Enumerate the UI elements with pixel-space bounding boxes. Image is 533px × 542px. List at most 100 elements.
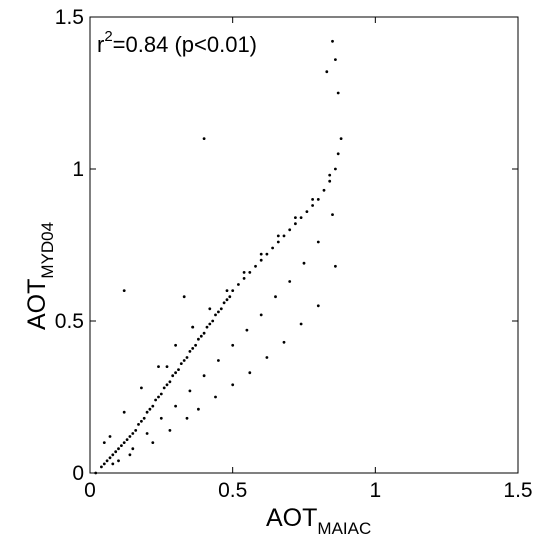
scatter-point bbox=[165, 365, 169, 368]
scatter-point bbox=[225, 289, 229, 292]
axis-ticks: 0 0.5 1 1.5 0 0.5 1 1.5 bbox=[55, 6, 533, 502]
scatter-point bbox=[214, 313, 217, 317]
x-axis-label: AOTMAIAC bbox=[266, 504, 371, 538]
scatter-point bbox=[211, 319, 215, 323]
scatter-point bbox=[122, 441, 126, 444]
scatter-point bbox=[108, 456, 112, 460]
scatter-point bbox=[271, 246, 274, 250]
y-axis-label: AOTMYD04 bbox=[23, 222, 57, 330]
plot-background bbox=[90, 17, 518, 473]
scatter-point bbox=[242, 277, 246, 280]
x-tick-label: 1 bbox=[369, 479, 381, 502]
scatter-point bbox=[231, 289, 235, 292]
x-tick-label: 0 bbox=[84, 479, 96, 502]
scatter-point bbox=[131, 432, 135, 435]
scatter-point bbox=[168, 429, 172, 432]
scatter-point bbox=[188, 389, 192, 393]
scatter-point bbox=[331, 39, 334, 43]
scatter-point bbox=[197, 337, 200, 341]
scatter-point bbox=[174, 371, 178, 375]
scatter-point bbox=[151, 404, 155, 408]
scatter-point bbox=[134, 429, 138, 432]
scatter-point bbox=[259, 258, 263, 262]
scatter-point bbox=[174, 404, 178, 408]
scatter-point bbox=[105, 459, 109, 463]
scatter-point bbox=[248, 371, 252, 375]
scatter-point bbox=[282, 340, 286, 344]
scatter-point bbox=[102, 462, 106, 466]
scatter-point bbox=[131, 447, 135, 451]
scatter-point bbox=[311, 204, 314, 207]
scatter-point bbox=[242, 271, 246, 274]
scatter-point bbox=[111, 453, 115, 457]
scatter-point bbox=[231, 343, 235, 347]
scatter-point bbox=[259, 252, 263, 256]
scatter-point bbox=[125, 438, 129, 441]
scatter-point bbox=[202, 374, 206, 378]
scatter-point bbox=[202, 137, 206, 141]
scatter-point bbox=[265, 356, 269, 359]
scatter-point bbox=[334, 58, 337, 61]
scatter-point bbox=[154, 398, 158, 402]
scatter-point bbox=[208, 307, 212, 311]
scatter-point bbox=[120, 444, 123, 447]
scatter-point bbox=[288, 280, 292, 283]
scatter-point bbox=[140, 419, 143, 423]
scatter-point bbox=[108, 435, 112, 438]
scatter-point bbox=[168, 380, 172, 384]
scatter-point bbox=[254, 264, 257, 268]
y-tick-label: 1.5 bbox=[55, 6, 84, 29]
plot-frame bbox=[89, 16, 519, 474]
scatter-point bbox=[237, 283, 240, 286]
scatter-point bbox=[339, 137, 343, 141]
scatter-point bbox=[325, 70, 329, 74]
scatter-point bbox=[188, 350, 192, 353]
scatter-point bbox=[299, 216, 303, 220]
scatter-point bbox=[328, 179, 332, 183]
scatter-point bbox=[205, 325, 209, 329]
scatter-point bbox=[225, 298, 229, 302]
plot-area bbox=[90, 17, 518, 473]
svg-text:AOTMYD04: AOTMYD04 bbox=[23, 222, 57, 330]
scatter-point bbox=[311, 198, 314, 201]
scatter-point bbox=[128, 435, 132, 438]
scatter-point bbox=[137, 423, 140, 426]
scatter-point bbox=[177, 368, 180, 371]
scatter-point bbox=[162, 386, 166, 390]
scatter-point bbox=[331, 213, 334, 217]
scatter-point bbox=[102, 441, 106, 444]
scatter-point bbox=[145, 432, 149, 435]
scatter-point bbox=[122, 289, 126, 292]
scatter-point bbox=[185, 356, 189, 359]
scatter-point bbox=[322, 188, 326, 192]
scatter-point bbox=[217, 310, 220, 314]
scatter-point bbox=[148, 407, 152, 411]
scatter-point bbox=[191, 347, 195, 350]
y-tick-label: 0.5 bbox=[55, 310, 84, 333]
scatter-point bbox=[316, 240, 320, 244]
scatter-point bbox=[171, 374, 175, 378]
axes-box bbox=[89, 16, 519, 474]
scatter-point bbox=[274, 295, 277, 299]
scatter-point bbox=[122, 410, 126, 414]
scatter-point bbox=[336, 152, 340, 156]
scatter-point bbox=[128, 453, 132, 457]
scatter-point bbox=[191, 325, 195, 329]
x-tick-label: 1.5 bbox=[503, 479, 532, 502]
scatter-point bbox=[157, 395, 160, 399]
scatter-point bbox=[265, 252, 269, 256]
scatter-point bbox=[199, 334, 203, 338]
scatter-point bbox=[299, 322, 303, 326]
scatter-point bbox=[222, 301, 226, 305]
y-tick-label: 1 bbox=[72, 158, 84, 181]
scatter-point bbox=[248, 271, 252, 274]
scatter-point bbox=[288, 228, 292, 232]
scatter-point bbox=[117, 459, 120, 463]
scatter-point bbox=[316, 198, 320, 201]
scatter-point bbox=[165, 383, 169, 387]
scatter-point bbox=[276, 240, 280, 244]
scatter-point bbox=[114, 450, 118, 454]
scatter-point bbox=[174, 343, 178, 347]
scatter-point bbox=[217, 359, 220, 362]
